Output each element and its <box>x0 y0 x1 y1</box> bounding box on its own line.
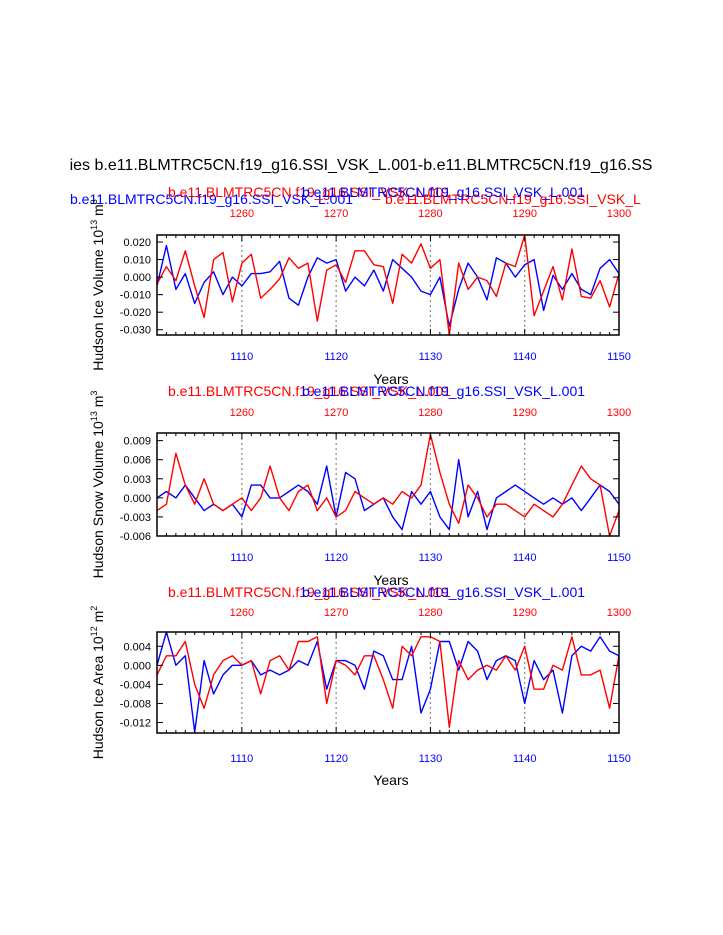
y-axis-label-part: 13 <box>89 411 99 421</box>
y-axis-label-part: m <box>90 611 106 627</box>
y-axis-label: Hudson Ice Area 1012 m2 <box>89 606 106 760</box>
panel-title-blue: b.e11.BLMTRC5CN.f19_g16.SSI_VSK_L.001 <box>302 184 585 200</box>
y-axis-label-part: 13 <box>89 220 99 230</box>
y-axis-label-part: m <box>90 396 106 412</box>
chart-panel-3: b.e11.BLMTRC5CN.f19_g16.SSI_VSK_L.001b.e… <box>89 584 631 788</box>
y-axis-label-part: 12 <box>89 626 99 636</box>
y-tick-label: -0.006 <box>120 531 151 543</box>
y-tick-label: -0.004 <box>120 679 151 691</box>
top-x-tick-label: 1270 <box>324 407 348 419</box>
plot-frame <box>156 234 620 336</box>
x-tick-label: 1130 <box>419 552 443 564</box>
top-x-tick-label: 1270 <box>324 607 348 619</box>
y-tick-label: 0.006 <box>123 455 151 467</box>
y-axis-label-part: Hudson Snow Volume 10 <box>90 421 106 578</box>
top-x-tick-label: 1280 <box>418 407 442 419</box>
x-tick-label: 1120 <box>324 351 348 363</box>
y-tick-label: 0.000 <box>123 493 151 505</box>
x-tick-label: 1120 <box>324 753 348 765</box>
x-tick-label: 1140 <box>513 351 537 363</box>
chart-panels: b.e11.BLMTRC5CN.f19_g16.SSI_VSK_L.001b.e… <box>89 184 631 788</box>
y-axis-label-part: Hudson Ice Area 10 <box>90 636 106 759</box>
top-x-tick-label: 1300 <box>607 607 631 619</box>
figure-subtitle-red: b.e11.BLMTRC5CN.f19_g16.SSI_VSK_L <box>385 191 641 207</box>
y-tick-label: -0.003 <box>120 512 151 524</box>
plot-frame <box>156 631 620 734</box>
y-tick-label: -0.030 <box>120 325 151 337</box>
x-tick-label: 1110 <box>230 753 253 765</box>
x-tick-label: 1110 <box>230 351 253 363</box>
x-tick-label: 1150 <box>607 753 631 765</box>
series-line-red <box>156 636 620 728</box>
series-line-blue <box>156 244 620 327</box>
panel-title-red: b.e11.BLMTRC5CN.f19_g16.SSI_VSK_L.001 <box>168 584 451 600</box>
top-x-tick-label: 1260 <box>230 208 254 220</box>
y-tick-label: -0.012 <box>120 718 151 730</box>
y-tick-label: 0.003 <box>123 474 151 486</box>
y-tick-label: 0.000 <box>123 660 151 672</box>
y-axis-label-part: 3 <box>89 199 99 204</box>
x-tick-label: 1150 <box>607 351 631 363</box>
y-axis-label: Hudson Ice Volume 1013 m3 <box>89 199 106 370</box>
series-line-red <box>156 234 620 336</box>
top-x-tick-label: 1280 <box>418 607 442 619</box>
x-tick-label: 1120 <box>324 552 348 564</box>
panel-title-blue: b.e11.BLMTRC5CN.f19_g16.SSI_VSK_L.001 <box>302 383 585 399</box>
top-x-tick-label: 1290 <box>512 607 536 619</box>
y-axis-label-part: 3 <box>89 391 99 396</box>
y-tick-label: 0.000 <box>123 272 151 284</box>
x-tick-label: 1140 <box>513 552 537 564</box>
series-line-blue <box>156 631 620 733</box>
series-line-blue <box>156 459 620 531</box>
x-tick-label: 1130 <box>419 753 443 765</box>
y-axis-label-part: m <box>90 204 106 220</box>
figure-subtitle-blue: b.e11.BLMTRC5CN.f19_g16.SSI_VSK_L.001 <box>70 191 353 207</box>
panel-title-red: b.e11.BLMTRC5CN.f19_g16.SSI_VSK_L.001 <box>168 383 451 399</box>
x-tick-label: 1150 <box>607 552 631 564</box>
y-tick-label: 0.020 <box>123 237 151 249</box>
x-tick-label: 1130 <box>419 351 443 363</box>
top-x-tick-label: 1290 <box>512 407 536 419</box>
y-tick-label: -0.008 <box>120 698 151 710</box>
x-tick-label: 1140 <box>513 753 537 765</box>
x-axis-label: Years <box>373 572 408 588</box>
top-x-tick-label: 1290 <box>512 208 536 220</box>
plot-frame <box>156 432 620 537</box>
y-tick-label: -0.010 <box>120 290 151 302</box>
panel-title-blue: b.e11.BLMTRC5CN.f19_g16.SSI_VSK_L.001 <box>302 584 585 600</box>
y-tick-label: 0.004 <box>123 641 151 653</box>
y-axis-label-part: Hudson Ice Volume 10 <box>90 230 106 371</box>
top-x-tick-label: 1260 <box>230 407 254 419</box>
top-x-tick-label: 1280 <box>418 208 442 220</box>
series-line-red <box>156 433 620 537</box>
y-axis-label-part: 2 <box>89 606 99 611</box>
top-x-tick-label: 1260 <box>230 607 254 619</box>
top-x-tick-label: 1300 <box>607 208 631 220</box>
x-axis-label: Years <box>373 371 408 387</box>
chart-panel-1: b.e11.BLMTRC5CN.f19_g16.SSI_VSK_L.001b.e… <box>89 184 631 387</box>
y-axis-label: Hudson Snow Volume 1013 m3 <box>89 391 106 579</box>
chart-panel-2: b.e11.BLMTRC5CN.f19_g16.SSI_VSK_L.001b.e… <box>89 383 631 588</box>
x-axis-label: Years <box>373 772 408 788</box>
y-tick-label: -0.020 <box>120 307 151 319</box>
y-tick-label: 0.009 <box>123 436 151 448</box>
top-x-tick-label: 1270 <box>324 208 348 220</box>
figure-main-title: ies b.e11.BLMTRC5CN.f19_g16.SSI_VSK_L.00… <box>70 157 653 174</box>
panel-title-red: b.e11.BLMTRC5CN.f19_g16.SSI_VSK_L.001 <box>168 184 451 200</box>
x-tick-label: 1110 <box>230 552 253 564</box>
top-x-tick-label: 1300 <box>607 407 631 419</box>
y-tick-label: 0.010 <box>123 255 151 267</box>
